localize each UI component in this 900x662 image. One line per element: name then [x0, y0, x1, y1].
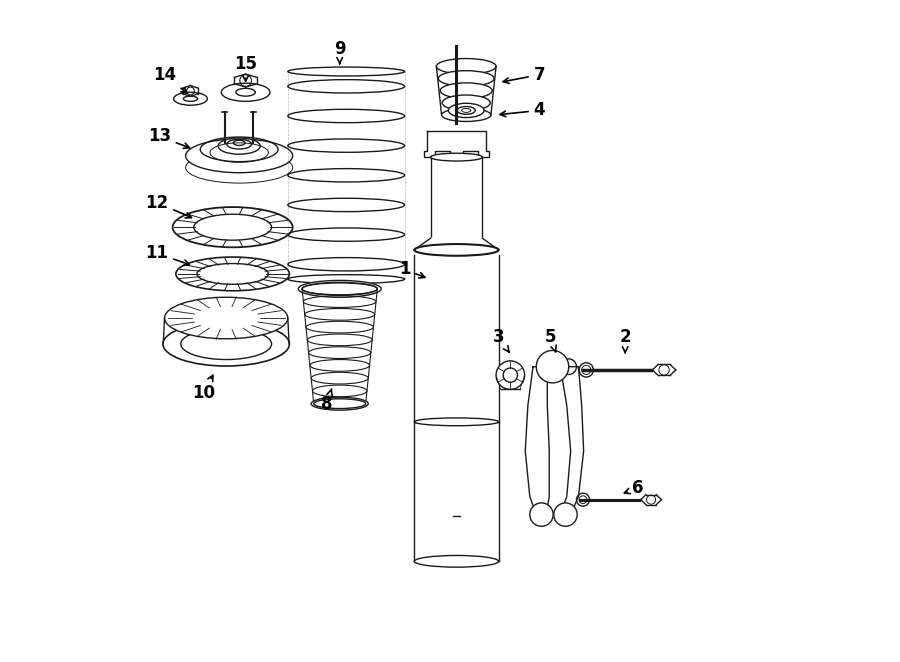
Polygon shape [561, 367, 583, 514]
Polygon shape [526, 367, 549, 514]
Ellipse shape [430, 153, 482, 161]
Circle shape [496, 361, 525, 389]
Text: 14: 14 [153, 66, 187, 93]
Polygon shape [414, 238, 499, 250]
Circle shape [536, 350, 569, 383]
Text: 11: 11 [145, 244, 189, 265]
Ellipse shape [185, 139, 292, 173]
Ellipse shape [288, 275, 405, 283]
Bar [227, 209, 239, 214]
Ellipse shape [440, 83, 492, 99]
Text: 13: 13 [148, 127, 189, 148]
Text: 12: 12 [145, 193, 192, 218]
Polygon shape [430, 157, 482, 240]
Ellipse shape [165, 297, 288, 339]
Circle shape [554, 503, 577, 526]
Ellipse shape [436, 58, 496, 74]
Text: 4: 4 [500, 101, 545, 119]
Text: 5: 5 [544, 328, 556, 352]
Text: 3: 3 [493, 328, 509, 352]
Ellipse shape [288, 67, 405, 76]
Ellipse shape [414, 244, 499, 256]
Ellipse shape [414, 555, 499, 567]
Ellipse shape [163, 322, 290, 366]
Ellipse shape [298, 281, 382, 297]
Circle shape [561, 359, 577, 375]
Text: 2: 2 [619, 328, 631, 353]
Ellipse shape [173, 207, 292, 248]
Ellipse shape [448, 103, 484, 118]
Polygon shape [414, 255, 499, 561]
Text: 7: 7 [503, 66, 545, 83]
Ellipse shape [442, 109, 490, 121]
Ellipse shape [218, 138, 260, 154]
Circle shape [530, 503, 554, 526]
Text: 8: 8 [321, 389, 332, 412]
Text: 15: 15 [234, 55, 257, 81]
Text: 9: 9 [334, 40, 346, 64]
Ellipse shape [176, 257, 290, 291]
Text: 10: 10 [192, 375, 215, 402]
Ellipse shape [414, 418, 499, 426]
Ellipse shape [442, 95, 490, 111]
Text: 1: 1 [399, 260, 425, 278]
Text: 6: 6 [625, 479, 643, 497]
Ellipse shape [438, 71, 494, 86]
Ellipse shape [311, 397, 368, 410]
Polygon shape [424, 131, 489, 157]
